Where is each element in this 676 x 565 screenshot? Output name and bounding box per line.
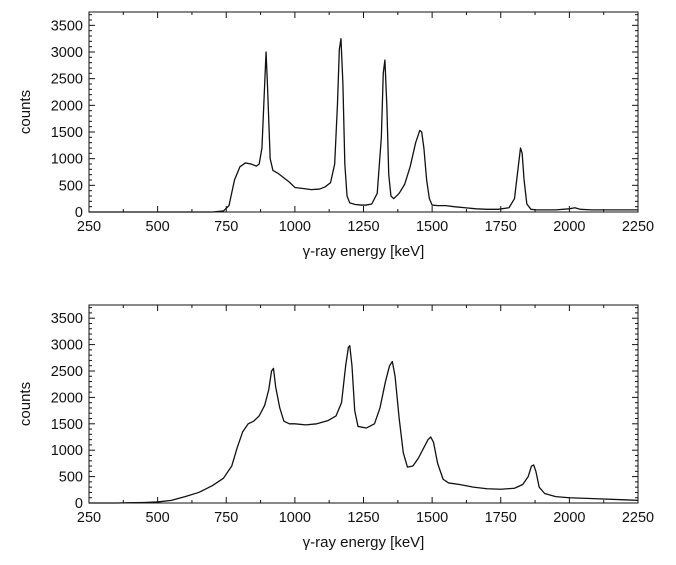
x-tick-label: 750 <box>214 219 238 235</box>
x-tick-label: 1250 <box>347 510 379 526</box>
x-tick-label: 1500 <box>416 219 448 235</box>
y-tick-label: 3500 <box>51 311 83 327</box>
y-tick-label: 2500 <box>51 364 83 380</box>
y-tick-label: 0 <box>75 496 83 512</box>
x-tick-label: 2250 <box>622 219 654 235</box>
x-tick-label: 1750 <box>485 510 517 526</box>
x-tick-label: 500 <box>146 219 170 235</box>
y-axis-title: counts <box>17 382 34 426</box>
spectrum-line <box>89 38 638 213</box>
y-tick-label: 500 <box>59 178 83 194</box>
plot-frame <box>88 304 639 504</box>
x-tick-label: 2250 <box>622 510 654 526</box>
y-tick-label: 1000 <box>51 152 83 168</box>
y-tick-label: 3000 <box>51 45 83 61</box>
x-tick-label: 250 <box>77 510 101 526</box>
x-tick-label: 750 <box>214 510 238 526</box>
y-axis-title: counts <box>17 90 34 134</box>
x-tick-label: 2000 <box>553 219 585 235</box>
x-tick-label: 1750 <box>485 219 517 235</box>
top-spectrum-panel: 250 500 750 1000 1250 1500 1750 2000 2250 0 500 100… <box>17 11 654 260</box>
y-tick-label: 2000 <box>51 98 83 114</box>
y-tick-label: 1500 <box>51 417 83 433</box>
y-tick-label: 1000 <box>51 443 83 459</box>
x-tick-label: 1250 <box>347 219 379 235</box>
x-axis-title: γ-ray energy [keV] <box>303 243 425 260</box>
bottom-spectrum-panel: 250 500 750 1000 1250 1500 1750 2000 2250 0 500 100… <box>17 304 654 551</box>
y-tick-label: 500 <box>59 470 83 486</box>
x-tick-label: 2000 <box>553 510 585 526</box>
plot-frame <box>88 11 639 213</box>
y-tick-label: 3500 <box>51 18 83 34</box>
y-tick-label: 1500 <box>51 125 83 141</box>
x-tick-label: 1500 <box>416 510 448 526</box>
x-tick-label: 500 <box>146 510 170 526</box>
x-tick-label: 1000 <box>279 510 311 526</box>
y-tick-label: 0 <box>75 205 83 221</box>
x-tick-label: 1000 <box>279 219 311 235</box>
y-tick-label: 2000 <box>51 390 83 406</box>
x-tick-label: 250 <box>77 219 101 235</box>
y-tick-label: 2500 <box>51 72 83 88</box>
spectrum-line <box>89 345 639 504</box>
x-axis-title: γ-ray energy [keV] <box>303 534 425 551</box>
y-tick-label: 3000 <box>51 338 83 354</box>
